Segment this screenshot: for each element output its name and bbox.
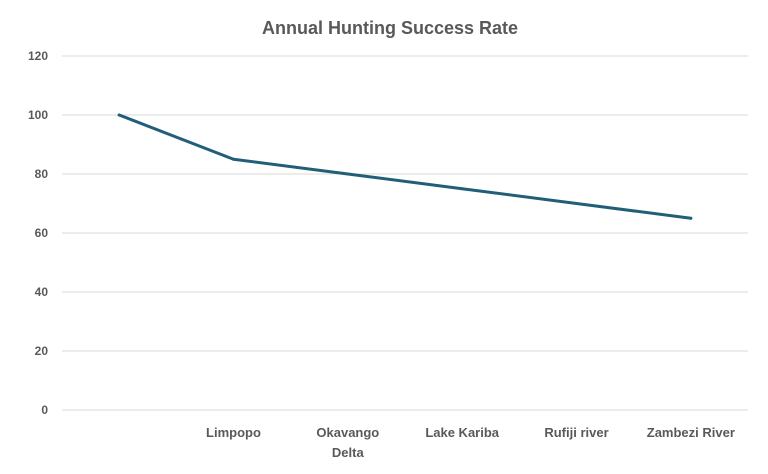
x-category-label: Zambezi River <box>647 425 735 440</box>
data-point <box>346 172 350 176</box>
y-tick-label: 120 <box>28 49 48 63</box>
chart-title: Annual Hunting Success Rate <box>262 18 518 38</box>
x-category-label: Limpopo <box>206 425 261 440</box>
data-point <box>689 216 693 220</box>
y-tick-label: 20 <box>35 344 49 358</box>
y-tick-label: 0 <box>41 403 48 417</box>
y-tick-label: 100 <box>28 108 48 122</box>
y-tick-label: 80 <box>35 167 49 181</box>
x-category-label: Okavango Delta <box>316 425 379 460</box>
data-point <box>460 187 464 191</box>
y-tick-label: 40 <box>35 285 49 299</box>
data-point <box>575 202 578 205</box>
series-line <box>117 113 693 220</box>
data-point <box>117 113 121 117</box>
x-category-label: Rufiji river <box>544 425 608 440</box>
y-tick-label: 60 <box>35 226 49 240</box>
data-point <box>232 157 235 161</box>
x-category-label: Lake Kariba <box>425 425 499 440</box>
